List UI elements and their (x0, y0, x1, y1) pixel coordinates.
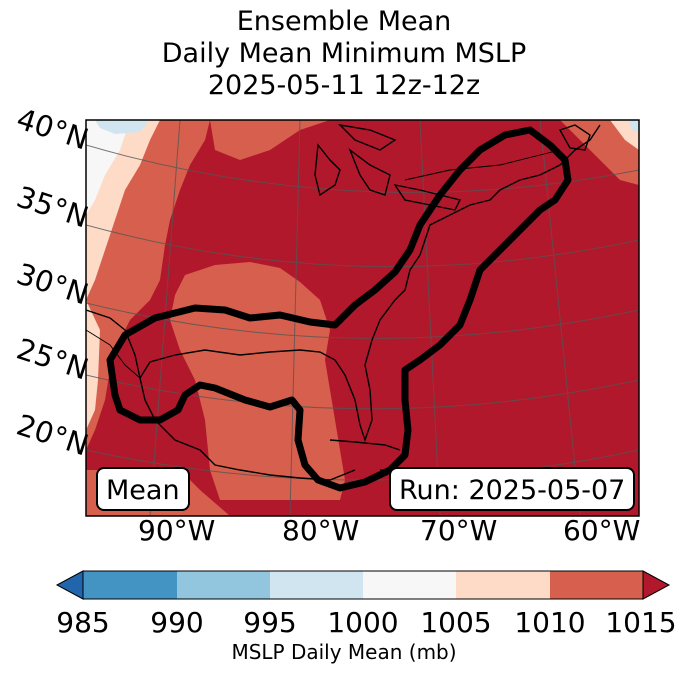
colorbar-bin-1005 (456, 571, 550, 599)
borders (86, 149, 561, 379)
field-1010-ne (560, 120, 639, 185)
field-1000 (86, 120, 130, 215)
colorbar-bin-995 (270, 571, 363, 599)
field-995-ne (628, 120, 639, 132)
colorbar-over (642, 570, 671, 600)
run-date-badge: Run: 2025-05-07 (389, 467, 636, 511)
colorbar-tick-990: 990 (150, 606, 204, 639)
colorbar (55, 570, 671, 600)
colorbar-tick-1010: 1010 (514, 606, 586, 639)
colorbar-tick-1015: 1015 (605, 606, 677, 639)
field-995 (95, 120, 150, 134)
colorbar-tick-995: 995 (243, 606, 297, 639)
lon-label-60: 60°W (563, 514, 641, 547)
title-line-1: Ensemble Mean (236, 6, 452, 37)
colorbar-tick-985: 985 (56, 606, 110, 639)
mean-badge: Mean (96, 467, 190, 511)
colorbar-bin-1000 (363, 571, 456, 599)
title-line-2: Daily Mean Minimum MSLP (161, 38, 527, 69)
colorbar-bin-1010 (550, 571, 643, 599)
colorbar-tick-1000: 1000 (327, 606, 399, 639)
lon-label-90: 90°W (138, 514, 216, 547)
lon-label-80: 80°W (282, 514, 360, 547)
mslp-field (86, 120, 639, 516)
title-line-3: 2025-05-11 12z-12z (207, 70, 481, 101)
colorbar-frame (82, 570, 644, 600)
colorbar-label: MSLP Daily Mean (mb) (231, 640, 457, 664)
colorbar-bin-990 (177, 571, 270, 599)
colorbar-bin-985 (83, 571, 177, 599)
colorbar-under (55, 570, 84, 600)
colorbar-tick-1005: 1005 (420, 606, 492, 639)
map-frame (85, 119, 640, 517)
lon-label-70: 70°W (420, 514, 498, 547)
contour-1015 (106, 126, 572, 492)
